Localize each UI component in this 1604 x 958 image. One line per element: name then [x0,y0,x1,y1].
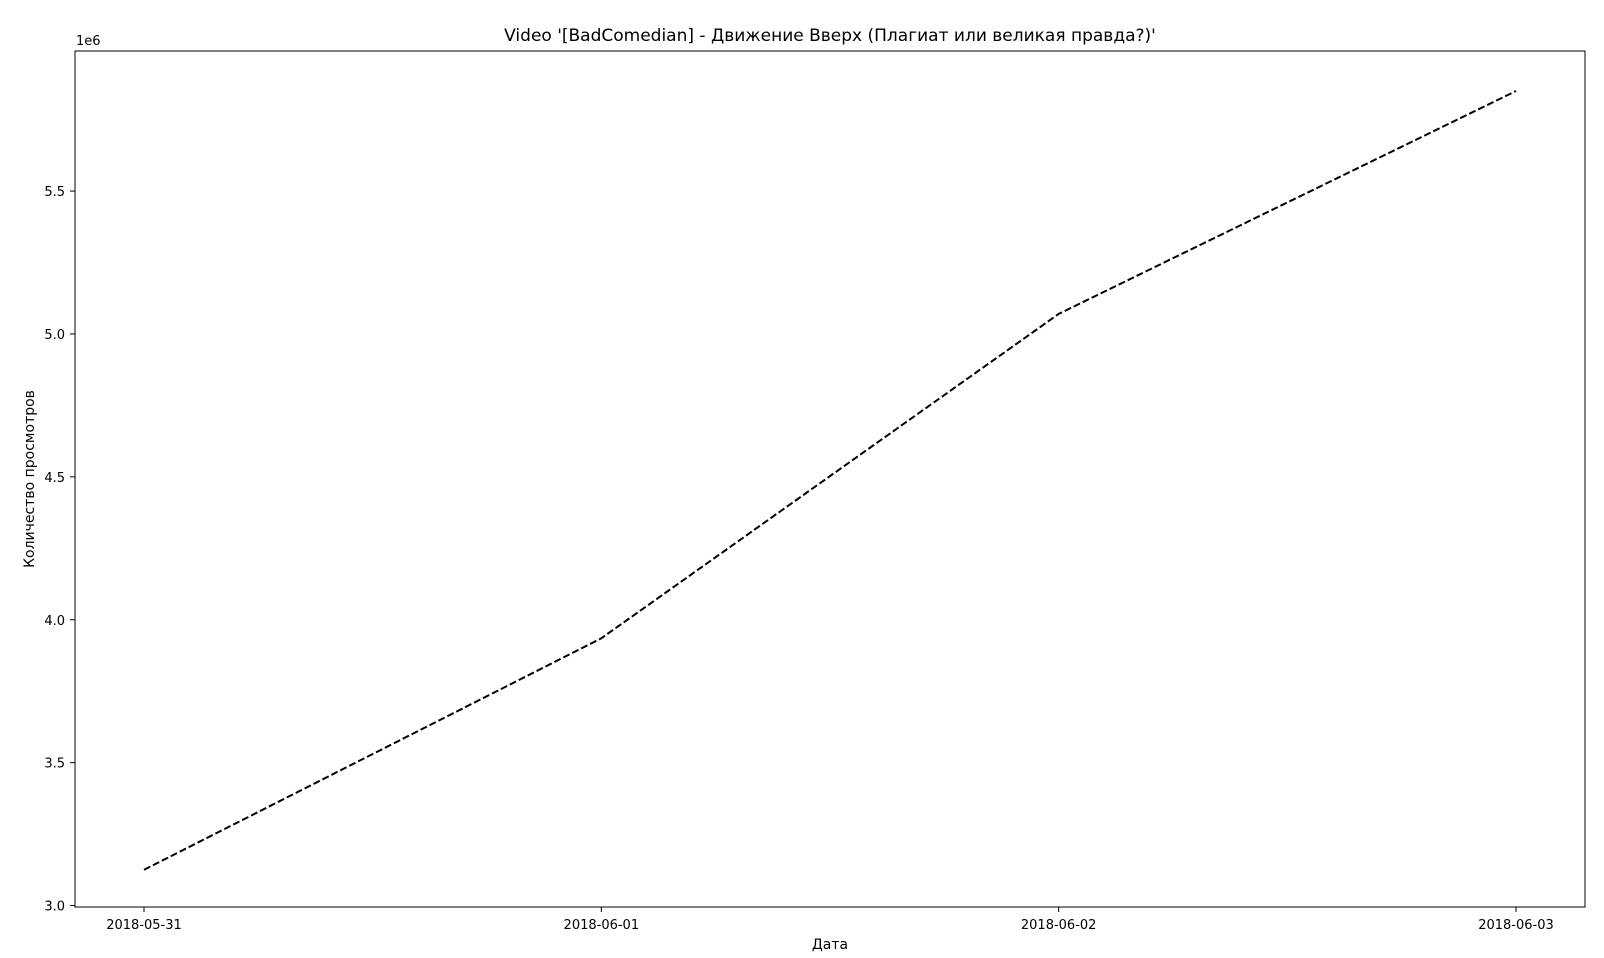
x-tick-label: 2018-06-03 [1478,918,1554,933]
y-tick-label: 3.5 [44,757,65,772]
plot-area [74,50,1586,908]
y-tick-label: 4.5 [44,471,65,486]
series-layer [143,90,1517,871]
chart-title: Video '[BadComedian] - Движение Вверх (П… [504,26,1156,46]
y-tick-label: 5.5 [44,185,65,200]
y-offset-label: 1e6 [76,34,101,49]
y-axis-label: Количество просмотров [22,390,38,568]
x-tick-label: 2018-05-31 [106,918,182,933]
series-line-0 [143,90,1517,871]
y-tick-label: 5.0 [44,328,65,343]
x-axis: 2018-05-31 2018-06-01 2018-06-02 2018-06-03 [106,907,1554,933]
y-tick-label: 3.0 [44,900,65,915]
x-tick-label: 2018-06-02 [1021,918,1097,933]
y-axis: 3.0 3.5 4.0 4.5 5.0 5.5 [44,185,75,915]
x-tick-label: 2018-06-01 [564,918,640,933]
y-tick-label: 4.0 [44,614,65,629]
x-axis-label: Дата [812,937,848,953]
